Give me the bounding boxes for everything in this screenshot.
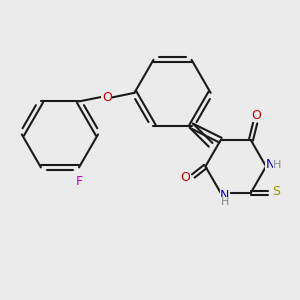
Text: H: H bbox=[221, 197, 229, 207]
Text: F: F bbox=[75, 175, 82, 188]
Text: O: O bbox=[251, 109, 261, 122]
Text: H: H bbox=[273, 160, 281, 170]
Text: O: O bbox=[102, 91, 112, 103]
Text: N: N bbox=[220, 189, 230, 202]
Text: O: O bbox=[181, 171, 190, 184]
Text: N: N bbox=[266, 158, 275, 171]
Text: S: S bbox=[272, 185, 280, 198]
